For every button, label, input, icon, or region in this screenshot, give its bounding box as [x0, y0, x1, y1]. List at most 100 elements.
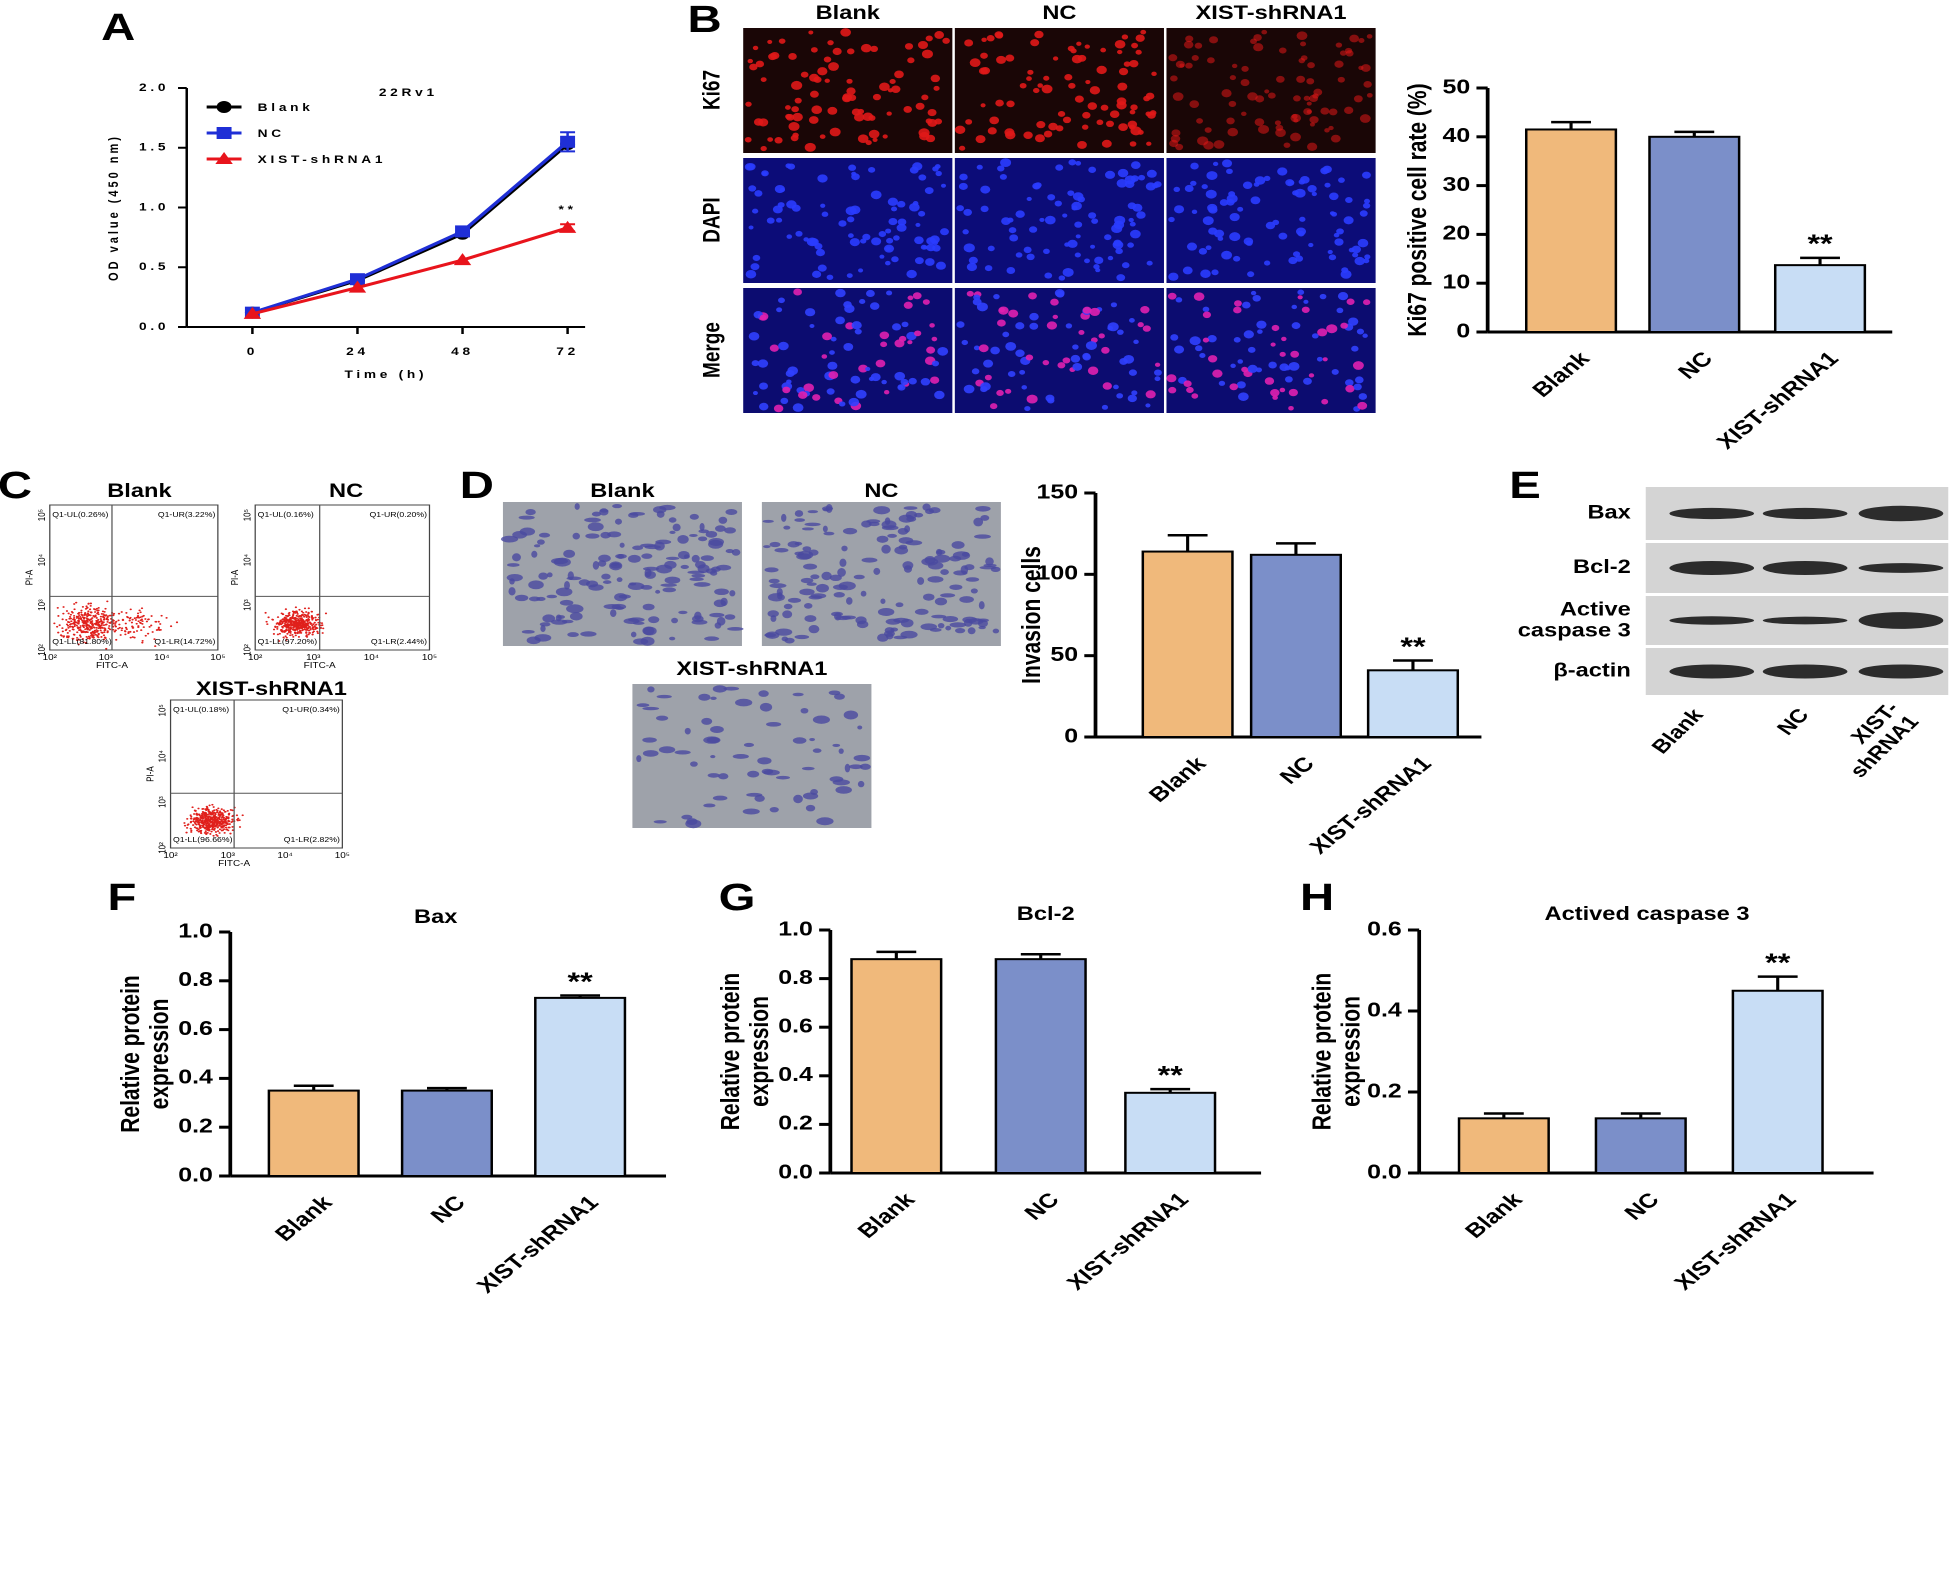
- cell: [1261, 29, 1268, 35]
- event: [68, 615, 72, 618]
- event: [305, 611, 308, 613]
- cell: [912, 201, 919, 206]
- event: [279, 619, 282, 622]
- event: [216, 821, 219, 823]
- cell: [931, 336, 938, 342]
- event: [204, 819, 207, 821]
- cell: [759, 702, 773, 712]
- cell: [540, 625, 546, 633]
- cell: [500, 535, 519, 543]
- event: [127, 632, 130, 634]
- event: [87, 613, 90, 616]
- cell: [1168, 272, 1179, 281]
- cell: [1033, 87, 1040, 94]
- panel-label: G: [719, 876, 756, 919]
- cell: [1291, 322, 1301, 330]
- cell: [940, 593, 956, 598]
- cell: [795, 230, 803, 237]
- band: [1858, 664, 1944, 679]
- event: [141, 641, 144, 644]
- cell: [735, 698, 753, 707]
- event: [129, 636, 132, 639]
- cell: [934, 390, 945, 400]
- cell: [820, 203, 826, 208]
- cell: [746, 792, 763, 797]
- cell: [671, 617, 679, 624]
- cell: [1185, 35, 1194, 43]
- y-tick-label: 10²: [157, 842, 168, 854]
- column-label: XIST-shRNA1: [1824, 698, 1923, 782]
- event: [304, 614, 308, 617]
- cell: [752, 391, 758, 396]
- event: [231, 826, 234, 828]
- cell: [566, 576, 582, 581]
- cell: [846, 216, 855, 223]
- cell: [912, 292, 922, 300]
- cell: [1047, 194, 1056, 201]
- cell: [808, 624, 820, 634]
- quadrant-label: Q1-LL(96.66%): [173, 836, 233, 844]
- event: [141, 615, 144, 618]
- cell: [758, 690, 769, 697]
- cell: [890, 627, 899, 632]
- cell: [815, 248, 825, 257]
- point: [558, 220, 577, 233]
- cell: [1008, 309, 1019, 318]
- event: [169, 625, 173, 628]
- quadrant-label: Q1-UL(0.26%): [52, 511, 108, 519]
- image-title: NC: [864, 480, 898, 501]
- cell: [963, 384, 975, 394]
- event: [292, 611, 296, 614]
- cell: [1222, 159, 1233, 168]
- cell: [857, 108, 865, 115]
- event: [94, 614, 97, 617]
- event: [211, 820, 214, 823]
- cell: [1348, 247, 1355, 253]
- cell: [794, 97, 802, 104]
- cell: [1309, 94, 1319, 103]
- cell: [1327, 249, 1333, 255]
- cell: [611, 603, 627, 610]
- cell: [705, 530, 718, 538]
- event: [100, 624, 104, 626]
- cell: [1008, 227, 1017, 234]
- event: [144, 618, 147, 620]
- cell: [1044, 272, 1053, 279]
- event: [66, 632, 69, 634]
- cell: [619, 542, 625, 548]
- cell: [716, 564, 732, 571]
- event: [204, 827, 207, 830]
- quadrant-label: Q1-LL(97.20%): [258, 638, 318, 646]
- event: [102, 616, 106, 619]
- cell: [1068, 82, 1076, 89]
- cell: [808, 116, 819, 124]
- cell: [895, 602, 904, 608]
- cell: [1191, 209, 1198, 215]
- cell: [1207, 334, 1217, 343]
- cell: [1055, 164, 1064, 171]
- x-tick-label: Blank: [852, 1188, 920, 1242]
- cell: [1153, 181, 1162, 188]
- event: [295, 614, 298, 617]
- cell: [794, 634, 810, 640]
- event: [144, 634, 147, 637]
- cell: [985, 557, 994, 566]
- cell: [727, 627, 744, 631]
- event: [83, 613, 87, 616]
- cell: [508, 587, 516, 596]
- event: [66, 636, 69, 639]
- cell: [748, 185, 757, 192]
- event: [119, 634, 122, 636]
- cell: [844, 763, 851, 773]
- cell: [1129, 124, 1136, 130]
- event: [285, 636, 288, 639]
- annotation: **: [559, 203, 577, 215]
- cell: [783, 603, 793, 610]
- event: [76, 626, 79, 629]
- cell: [506, 573, 523, 582]
- cell: [539, 622, 551, 627]
- cell: [929, 323, 935, 328]
- bar: [534, 996, 627, 1177]
- cell: [1050, 298, 1059, 306]
- x-tick-label: NC: [1275, 752, 1320, 788]
